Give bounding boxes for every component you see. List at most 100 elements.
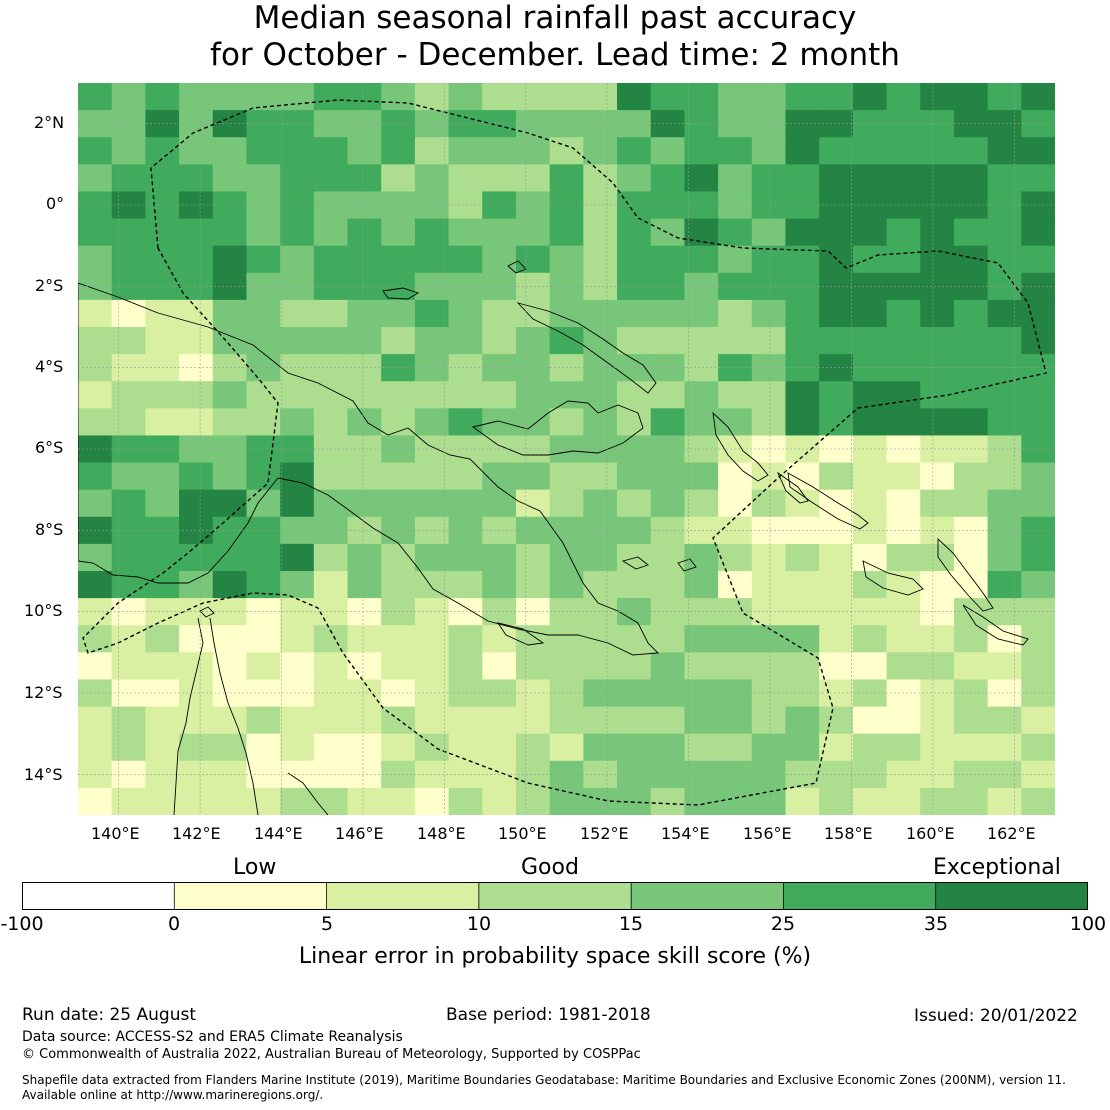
grid-cell <box>650 218 686 247</box>
lon-tick-144e: 144°E <box>254 824 303 843</box>
grid-cell <box>111 218 146 247</box>
grid-cell <box>448 408 483 437</box>
grid-cell <box>246 83 281 111</box>
grid-cell <box>381 245 416 274</box>
grid-cell <box>549 760 584 789</box>
grid-cell <box>313 625 349 653</box>
grid-cell <box>280 218 315 247</box>
grid-cell <box>617 83 652 111</box>
grid-cell <box>920 272 955 301</box>
grid-cell <box>111 83 146 111</box>
grid-cell <box>886 787 921 816</box>
grid-cell <box>751 652 787 681</box>
grid-cell <box>549 272 584 301</box>
grid-cell <box>785 83 820 111</box>
grid-cell <box>751 760 787 789</box>
grid-cell <box>785 706 820 735</box>
grid-cell <box>617 272 652 301</box>
grid-cell <box>886 408 921 437</box>
grid-cell <box>920 137 955 165</box>
grid-cell <box>381 218 416 247</box>
grid-cell <box>549 652 584 681</box>
grid-cell <box>212 571 248 599</box>
grid-cell <box>145 137 180 165</box>
grid-cell <box>549 489 584 518</box>
grid-cell <box>347 191 382 220</box>
grid-cell <box>414 381 450 409</box>
grid-cell <box>617 381 652 409</box>
grid-cell <box>920 354 955 382</box>
grid-cell <box>482 83 517 111</box>
grid-cell <box>246 164 281 193</box>
grid-cell <box>179 381 214 409</box>
grid-cell <box>381 83 416 111</box>
grid-cell <box>920 760 955 789</box>
grid-cell <box>515 327 551 355</box>
grid-cell <box>549 625 584 653</box>
colorbar-segment <box>22 882 175 910</box>
grid-cell <box>886 625 921 653</box>
grid-cell <box>886 381 921 409</box>
map-canvas <box>77 83 1056 816</box>
grid-cell <box>819 571 854 599</box>
grid-cell <box>313 733 349 762</box>
grid-cell <box>920 625 955 653</box>
lat-tick-2s: 2°S <box>35 276 64 295</box>
grid-cell <box>920 787 955 816</box>
grid-cell <box>347 299 382 328</box>
grid-cell <box>684 435 719 464</box>
grid-cell <box>819 408 854 437</box>
grid-cell <box>583 327 618 355</box>
grid-cell <box>313 381 349 409</box>
coastline-cape-york <box>173 617 259 816</box>
grid-cell <box>1021 218 1056 247</box>
grid-cell <box>381 164 416 193</box>
grid-cell <box>448 327 483 355</box>
grid-cell <box>650 245 686 274</box>
grid-cell <box>886 516 921 545</box>
grid-cell <box>583 679 618 708</box>
grid-cell <box>111 760 146 789</box>
grid-cell <box>111 137 146 165</box>
grid-cell <box>381 381 416 409</box>
grid-cell <box>751 733 787 762</box>
grid-cell <box>852 625 888 653</box>
grid-cell <box>987 164 1022 193</box>
grid-cell <box>650 272 686 301</box>
grid-cell <box>920 299 955 328</box>
grid-cell <box>212 164 248 193</box>
grid-cell <box>886 706 921 735</box>
grid-cell <box>78 543 113 572</box>
grid-cell <box>246 299 281 328</box>
grid-cell <box>549 516 584 545</box>
grid-cell <box>515 299 551 328</box>
grid-cell <box>852 760 888 789</box>
grid-cell <box>549 571 584 599</box>
grid-cell <box>347 354 382 382</box>
grid-cell <box>381 760 416 789</box>
grid-cell <box>347 137 382 165</box>
grid-cell <box>313 83 349 111</box>
grid-cell <box>448 733 483 762</box>
grid-cell <box>852 543 888 572</box>
grid-cell <box>785 137 820 165</box>
grid-cell <box>549 164 584 193</box>
grid-cell <box>414 706 450 735</box>
grid-cell <box>212 435 248 464</box>
grid-cell <box>583 272 618 301</box>
grid-cell <box>650 164 686 193</box>
grid-cell <box>549 733 584 762</box>
grid-cell <box>448 164 483 193</box>
lat-tick-8s: 8°S <box>35 520 64 539</box>
grid-cell <box>515 110 551 138</box>
grid-cell <box>347 733 382 762</box>
grid-cell <box>212 679 248 708</box>
grid-cell <box>448 760 483 789</box>
grid-cell <box>111 164 146 193</box>
grid-cell <box>414 679 450 708</box>
base-period: Base period: 1981-2018 <box>446 1005 651 1025</box>
grid-cell <box>718 760 753 789</box>
coastline-santa-isabel <box>787 472 869 530</box>
grid-cell <box>920 245 955 274</box>
grid-cell <box>347 408 382 437</box>
